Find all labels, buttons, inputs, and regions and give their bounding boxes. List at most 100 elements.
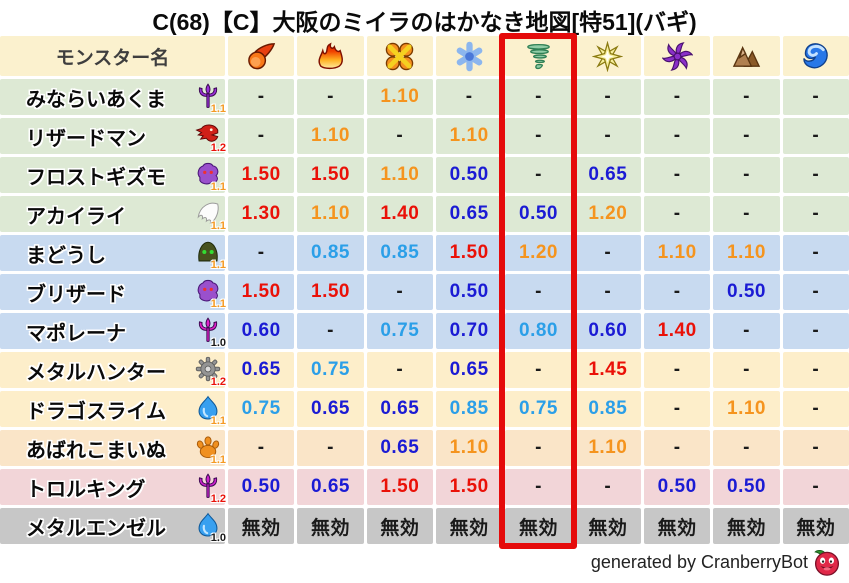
damage-multiplier-cell: -: [505, 157, 572, 193]
damage-multiplier: 0.50: [449, 164, 489, 185]
damage-multiplier-cell: -: [782, 235, 849, 271]
damage-multiplier: -: [327, 437, 334, 458]
monster-name-header-label: モンスター名: [55, 47, 170, 69]
damage-multiplier-cell: -: [228, 79, 295, 115]
damage-multiplier-cell: 0.85: [574, 391, 641, 427]
monster-rate-badge: 1.1: [210, 102, 226, 115]
damage-multiplier: 1.10: [727, 242, 766, 263]
monster-rate-badge: 1.2: [210, 492, 226, 505]
damage-multiplier: 1.40: [657, 320, 697, 341]
damage-multiplier: 0.50: [449, 281, 489, 302]
damage-multiplier-cell: 1.50: [436, 235, 503, 271]
damage-multiplier: 0.75: [519, 398, 558, 419]
damage-multiplier-cell: 無効: [713, 508, 780, 544]
damage-multiplier-cell: 0.65: [366, 391, 433, 427]
damage-multiplier: -: [673, 437, 681, 458]
damage-multiplier: -: [535, 476, 542, 497]
damage-multiplier: -: [465, 86, 473, 107]
monster-name-cell: リザードマン 1.2: [0, 118, 226, 154]
damage-multiplier: -: [812, 203, 820, 224]
gear-icon: 1.2: [193, 355, 226, 387]
fireball-icon: [246, 41, 277, 72]
damage-multiplier: 無効: [796, 517, 836, 539]
damage-multiplier: -: [812, 242, 820, 263]
damage-multiplier-cell: -: [644, 391, 711, 427]
damage-multiplier: 1.50: [241, 281, 281, 302]
damage-multiplier-cell: -: [782, 118, 849, 154]
damage-multiplier-cell: -: [644, 274, 711, 310]
damage-multiplier-cell: 0.85: [436, 391, 503, 427]
damage-multiplier-cell: 0.65: [366, 430, 433, 466]
damage-multiplier: -: [604, 86, 612, 107]
damage-multiplier-cell: 0.70: [436, 313, 503, 349]
damage-multiplier: 0.50: [241, 476, 281, 497]
damage-multiplier-cell: 0.65: [436, 352, 503, 388]
monster-name: メタルエンゼル: [26, 517, 166, 540]
monster-rate-badge: 1.0: [210, 336, 226, 349]
damage-multiplier: 0.85: [588, 398, 628, 419]
damage-multiplier-cell: 1.30: [228, 196, 295, 232]
damage-multiplier: 1.50: [241, 164, 281, 185]
monster-name-cell: ブリザード 1.1: [0, 274, 226, 310]
damage-multiplier: 0.65: [449, 203, 489, 224]
damage-multiplier: -: [673, 86, 681, 107]
damage-multiplier: -: [327, 320, 334, 341]
damage-multiplier-cell: 1.50: [297, 157, 364, 193]
damage-multiplier: -: [743, 164, 750, 185]
damage-multiplier: 0.65: [241, 359, 281, 380]
damage-multiplier: -: [812, 164, 820, 185]
damage-multiplier: -: [812, 437, 820, 458]
damage-multiplier: -: [535, 359, 542, 380]
damage-multiplier: -: [673, 203, 681, 224]
monster-rate-badge: 1.1: [210, 453, 226, 466]
ghost-icon: 1.1: [193, 277, 226, 309]
damage-multiplier-cell: -: [644, 352, 711, 388]
monster-name-cell: メタルエンゼル 1.0: [0, 508, 226, 544]
element-column-header: [505, 36, 572, 76]
element-column-header: [436, 36, 503, 76]
damage-multiplier-cell: 1.50: [228, 157, 295, 193]
damage-multiplier: 0.80: [519, 320, 558, 341]
damage-multiplier: 1.10: [449, 437, 489, 458]
monster-name: まどうし: [26, 244, 106, 267]
damage-multiplier: 0.65: [380, 398, 420, 419]
damage-multiplier: -: [812, 125, 820, 146]
damage-multiplier-cell: -: [574, 79, 641, 115]
page-title: C(68)【C】大阪のミイラのはかなき地図[特51](バギ): [152, 9, 697, 35]
damage-multiplier-cell: -: [644, 430, 711, 466]
damage-multiplier: 1.45: [588, 359, 628, 380]
damage-multiplier-cell: 1.10: [436, 118, 503, 154]
cranberry-bot-logo: [813, 548, 841, 576]
damage-multiplier-cell: 無効: [644, 508, 711, 544]
wing-icon: 1.1: [193, 199, 226, 231]
damage-multiplier-cell: 0.50: [505, 196, 572, 232]
damage-multiplier: 0.85: [449, 398, 489, 419]
damage-multiplier: -: [535, 164, 542, 185]
damage-multiplier-cell: 無効: [574, 508, 641, 544]
hood-icon: 1.1: [193, 238, 226, 270]
damage-multiplier: 1.10: [727, 398, 766, 419]
damage-multiplier-cell: -: [574, 469, 641, 505]
damage-multiplier: 1.50: [380, 476, 420, 497]
damage-multiplier: -: [535, 86, 542, 107]
damage-multiplier-cell: -: [644, 118, 711, 154]
damage-multiplier-cell: 1.45: [574, 352, 641, 388]
damage-multiplier-cell: 1.10: [436, 430, 503, 466]
damage-multiplier-cell: 0.75: [228, 391, 295, 427]
damage-multiplier-cell: -: [297, 430, 364, 466]
damage-multiplier: -: [257, 242, 265, 263]
damage-multiplier-cell: 1.40: [644, 313, 711, 349]
damage-multiplier-cell: 1.50: [228, 274, 295, 310]
monster-name: トロルキング: [26, 478, 146, 501]
damage-multiplier: 無効: [380, 517, 420, 539]
monster-name-cell: あばれこまいぬ 1.1: [0, 430, 226, 466]
damage-multiplier-cell: -: [505, 274, 572, 310]
monster-name: ドラゴスライム: [26, 400, 166, 423]
damage-multiplier-cell: 無効: [366, 508, 433, 544]
element-column-header: [366, 36, 433, 76]
monster-name-cell: まどうし 1.1: [0, 235, 226, 271]
monster-name-cell: ドラゴスライム 1.1: [0, 391, 226, 427]
damage-multiplier-cell: -: [782, 157, 849, 193]
damage-multiplier: -: [673, 125, 681, 146]
